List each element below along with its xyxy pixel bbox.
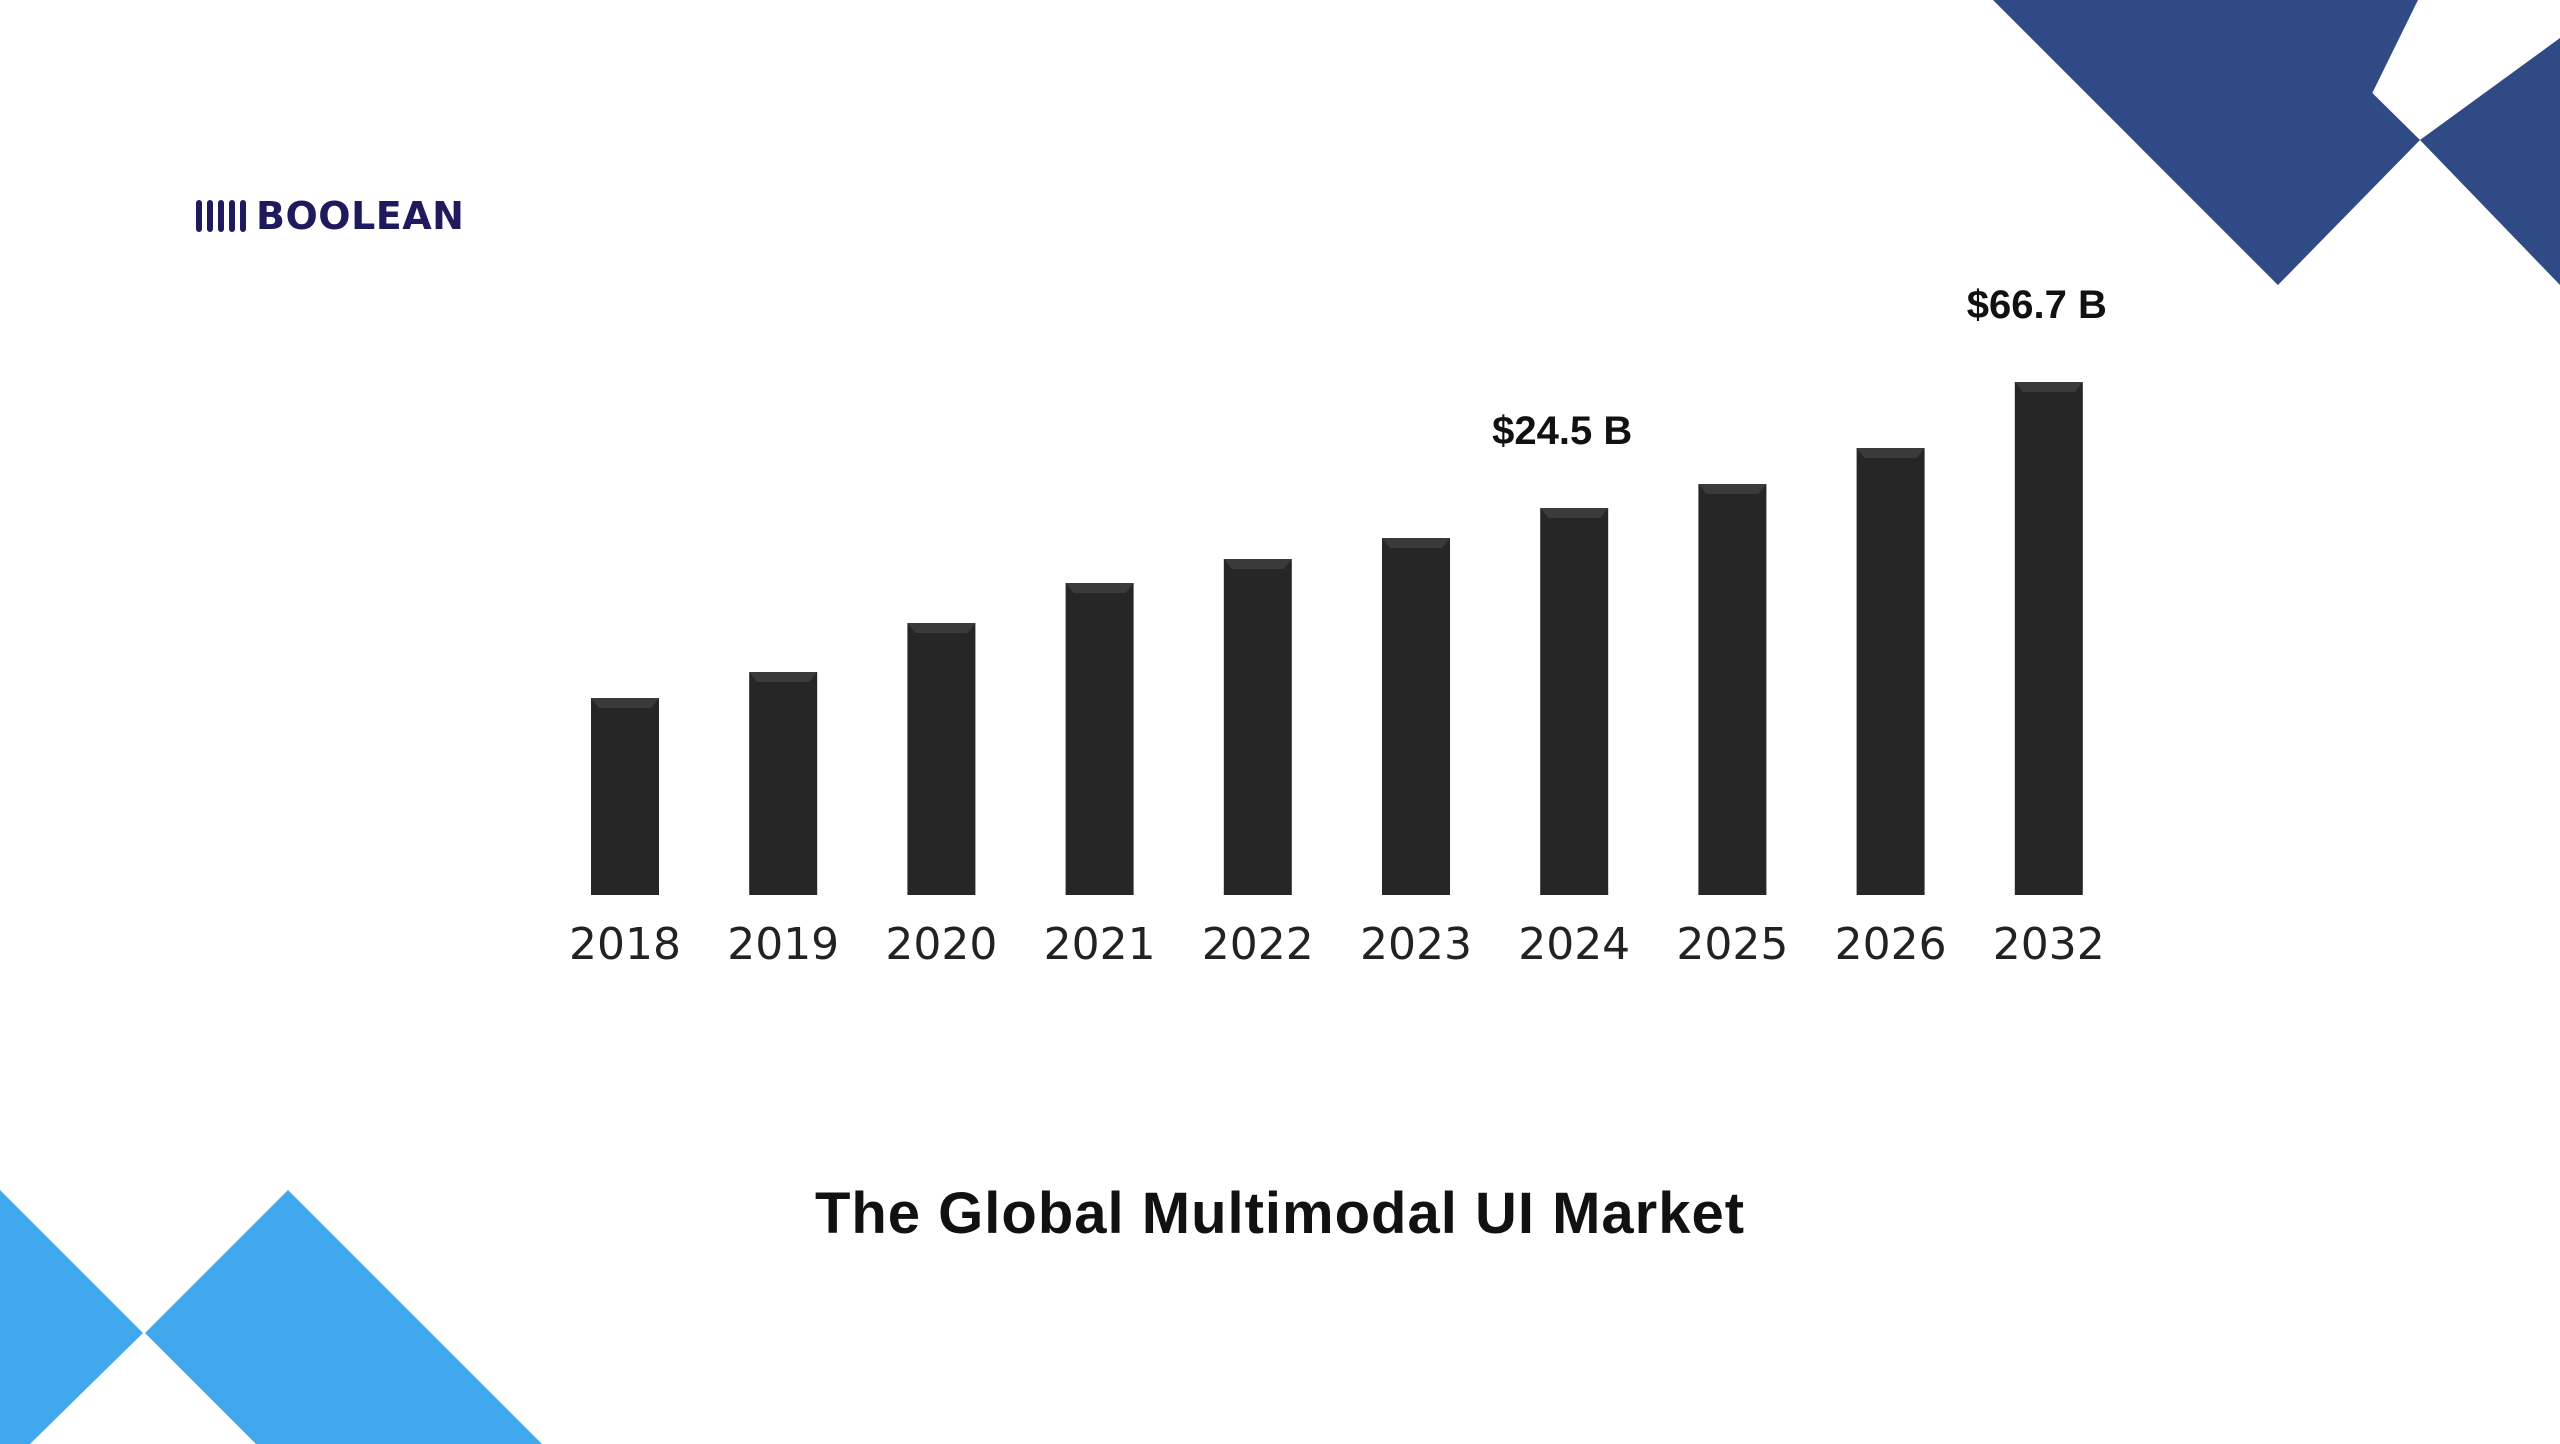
bar-2026 — [1856, 448, 1925, 895]
bar-2022 — [1223, 559, 1292, 895]
bar-2019 — [749, 672, 818, 895]
bar-bevel-2025 — [1698, 484, 1767, 494]
bar-2023 — [1382, 538, 1450, 895]
x-tick-label-2022: 2022 — [1202, 919, 1314, 970]
bar-bevel-2023 — [1382, 538, 1450, 548]
x-tick-label-2020: 2020 — [885, 919, 997, 970]
x-tick-label-2026: 2026 — [1835, 919, 1947, 970]
bar-bevel-2020 — [907, 623, 976, 633]
bar-bevel-2021 — [1065, 583, 1134, 593]
bar-bevel-2018 — [591, 698, 659, 708]
bar-2025 — [1698, 484, 1767, 895]
brand-logo: BOOLEAN — [196, 188, 464, 244]
bar-2018 — [591, 698, 659, 895]
x-tick-label-2021: 2021 — [1044, 919, 1156, 970]
data-label-2024: $24.5 B — [1492, 409, 1632, 453]
bar-bevel-2032 — [2014, 382, 2083, 392]
x-tick-label-2024: 2024 — [1518, 919, 1630, 970]
bar-2024 — [1540, 508, 1609, 895]
x-tick-label-2018: 2018 — [569, 919, 681, 970]
bar-2020 — [907, 623, 976, 895]
logo-bars-icon — [196, 200, 246, 232]
bar-bevel-2026 — [1856, 448, 1925, 458]
x-tick-label-2032: 2032 — [1993, 919, 2105, 970]
bar-bevel-2022 — [1223, 559, 1292, 569]
x-tick-label-2019: 2019 — [727, 919, 839, 970]
brand-name: BOOLEAN — [256, 194, 465, 238]
bottom-left-light-triangle-2 — [145, 1190, 542, 1444]
x-tick-label-2023: 2023 — [1360, 919, 1472, 970]
top-right-dark-triangle-3 — [2420, 38, 2560, 285]
top-right-dark-triangle-2 — [2138, 0, 2420, 285]
bar-bevel-2019 — [749, 672, 818, 682]
data-label-2032: $66.7 B — [1967, 283, 2107, 327]
bottom-left-light-triangle — [0, 1190, 143, 1444]
market-bar-chart: 2018 2019 2020 2021 2022 2023 2024 $24.5 B 2025 2… — [569, 283, 2107, 970]
x-tick-label-2025: 2025 — [1676, 919, 1788, 970]
bar-bevel-2024 — [1540, 508, 1609, 518]
bar-2032 — [2014, 382, 2083, 895]
chart-title: The Global Multimodal UI Market — [814, 1181, 1746, 1246]
bar-2021 — [1065, 583, 1134, 895]
